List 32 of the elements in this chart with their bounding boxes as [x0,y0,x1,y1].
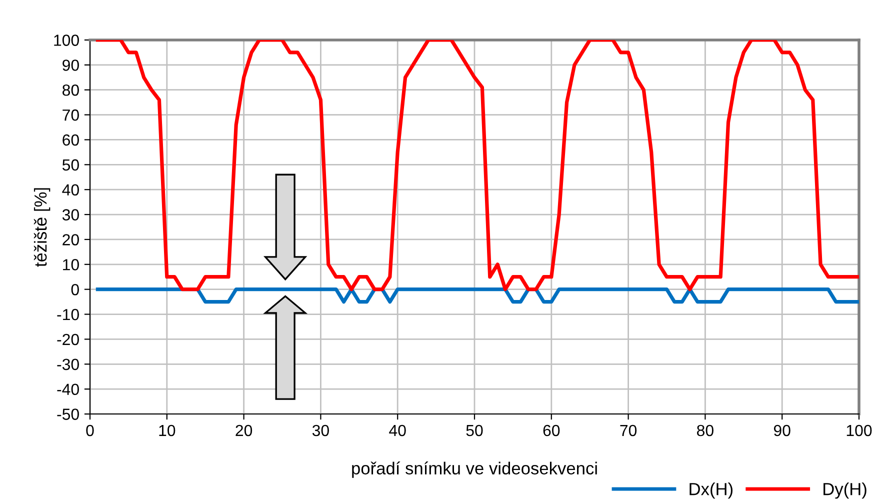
legend-label: Dx(H) [690,482,732,499]
x-tick-label: 0 [86,424,94,436]
y-tick-label: 50 [62,159,79,171]
y-tick-label: 0 [71,284,79,296]
line-series [96,40,859,292]
x-tick-label: 20 [236,424,252,436]
y-tick-label: 60 [62,134,79,146]
x-tick-label: 80 [697,424,714,436]
y-tick-label: 20 [62,234,79,246]
x-tick-label: 90 [774,424,790,436]
y-tick-label: 100 [54,34,79,46]
y-tick-label: 10 [63,259,79,270]
y-tick-label: -30 [57,358,79,370]
y-tick-label: -40 [57,384,79,396]
x-tick-label: 50 [466,424,483,436]
x-tick-label: 40 [389,424,406,436]
y-axis-title: těžiště [%] [34,188,50,267]
x-tick-label: 70 [620,424,637,436]
y-tick-label: 40 [62,184,79,196]
legend-label: Dy(H) [824,482,866,499]
y-tick-label: 80 [62,84,79,96]
y-tick-label: 90 [62,60,79,71]
y-tick-label: 30 [62,209,79,220]
x-tick-label: 10 [159,424,176,436]
y-tick-label: -50 [57,408,79,420]
y-tick-label: -20 [57,334,79,346]
y-tick-label: 70 [62,109,79,121]
x-tick-label: 100 [846,424,872,436]
x-tick-label: 30 [312,424,329,436]
x-axis-title: pořadí snímku ve videosekvenci [352,462,597,478]
y-tick-label: -10 [57,308,79,320]
x-tick-label: 60 [543,424,560,436]
